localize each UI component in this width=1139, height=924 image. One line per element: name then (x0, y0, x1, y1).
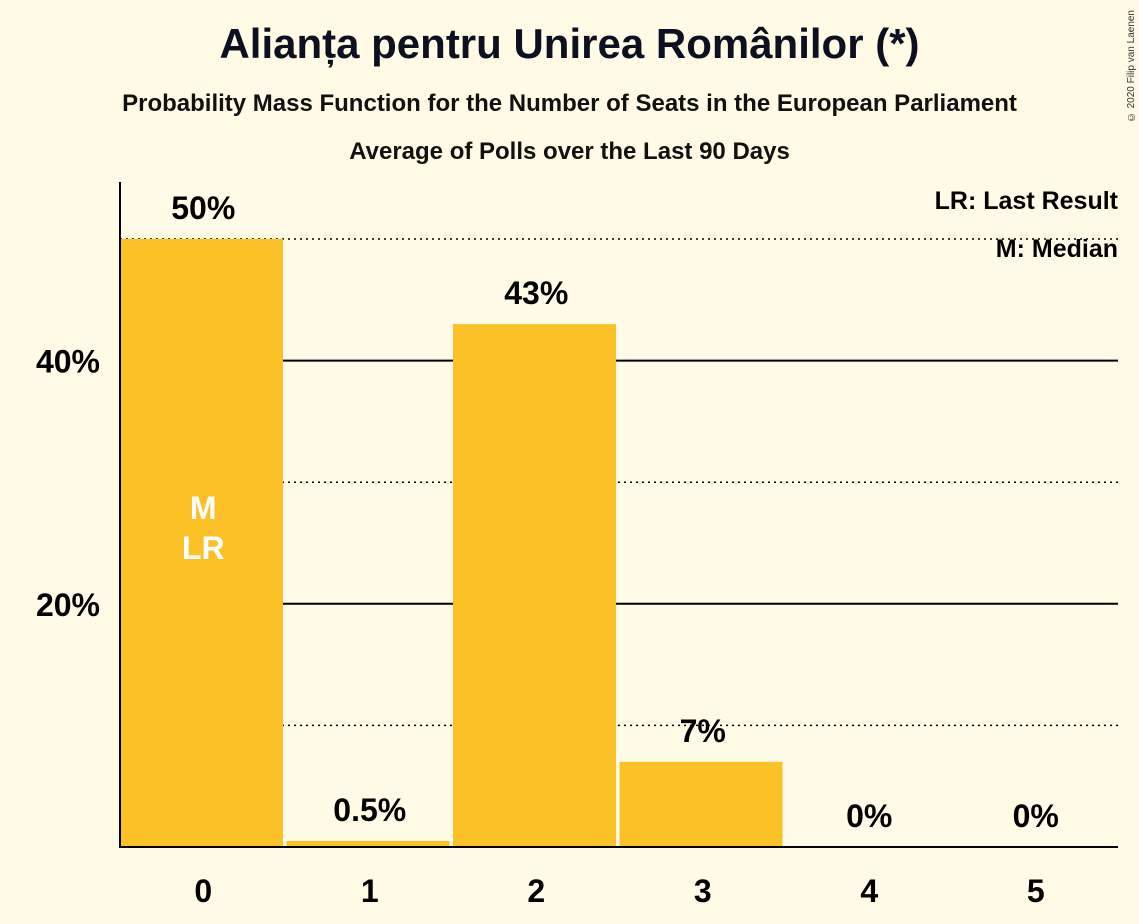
y-tick-label-40: 40% (36, 344, 100, 380)
marker-m: M (190, 490, 217, 526)
chart-title: Alianța pentru Unirea Românilor (*) (219, 20, 920, 67)
bar-value-label-3: 7% (680, 713, 726, 749)
chart-subtitle-period: Average of Polls over the Last 90 Days (349, 138, 790, 165)
median-last-result-markers: M LR (182, 490, 225, 566)
bar-2 (453, 324, 616, 847)
bar-value-label-2: 43% (504, 275, 568, 311)
bar-1 (286, 840, 450, 847)
bar-0 (120, 239, 283, 847)
bar-value-label-0: 50% (171, 190, 235, 226)
marker-lr: LR (182, 530, 225, 566)
gridlines (120, 238, 1118, 727)
x-tick-label-5: 5 (1027, 873, 1045, 909)
x-tick-label-3: 3 (694, 873, 712, 909)
bar-value-label-5: 0% (1013, 798, 1059, 834)
x-tick-label-1: 1 (361, 873, 379, 909)
x-tick-label-2: 2 (527, 873, 545, 909)
x-tick-label-0: 0 (194, 873, 212, 909)
bars (120, 239, 783, 847)
legend-last-result: LR: Last Result (935, 187, 1119, 215)
y-axis: 20% 40% (36, 182, 121, 848)
chart-subtitle: Probability Mass Function for the Number… (122, 90, 1017, 117)
bar-3 (619, 761, 783, 847)
legend-median: M: Median (996, 235, 1118, 263)
y-tick-label-20: 20% (36, 587, 100, 623)
x-tick-label-4: 4 (860, 873, 878, 909)
bar-value-labels: 50% 0.5% 43% 7% 0% 0% (171, 190, 1059, 834)
bar-value-label-4: 0% (846, 798, 892, 834)
bar-value-label-1: 0.5% (333, 792, 406, 828)
x-axis: 0 1 2 3 4 5 (120, 846, 1118, 909)
